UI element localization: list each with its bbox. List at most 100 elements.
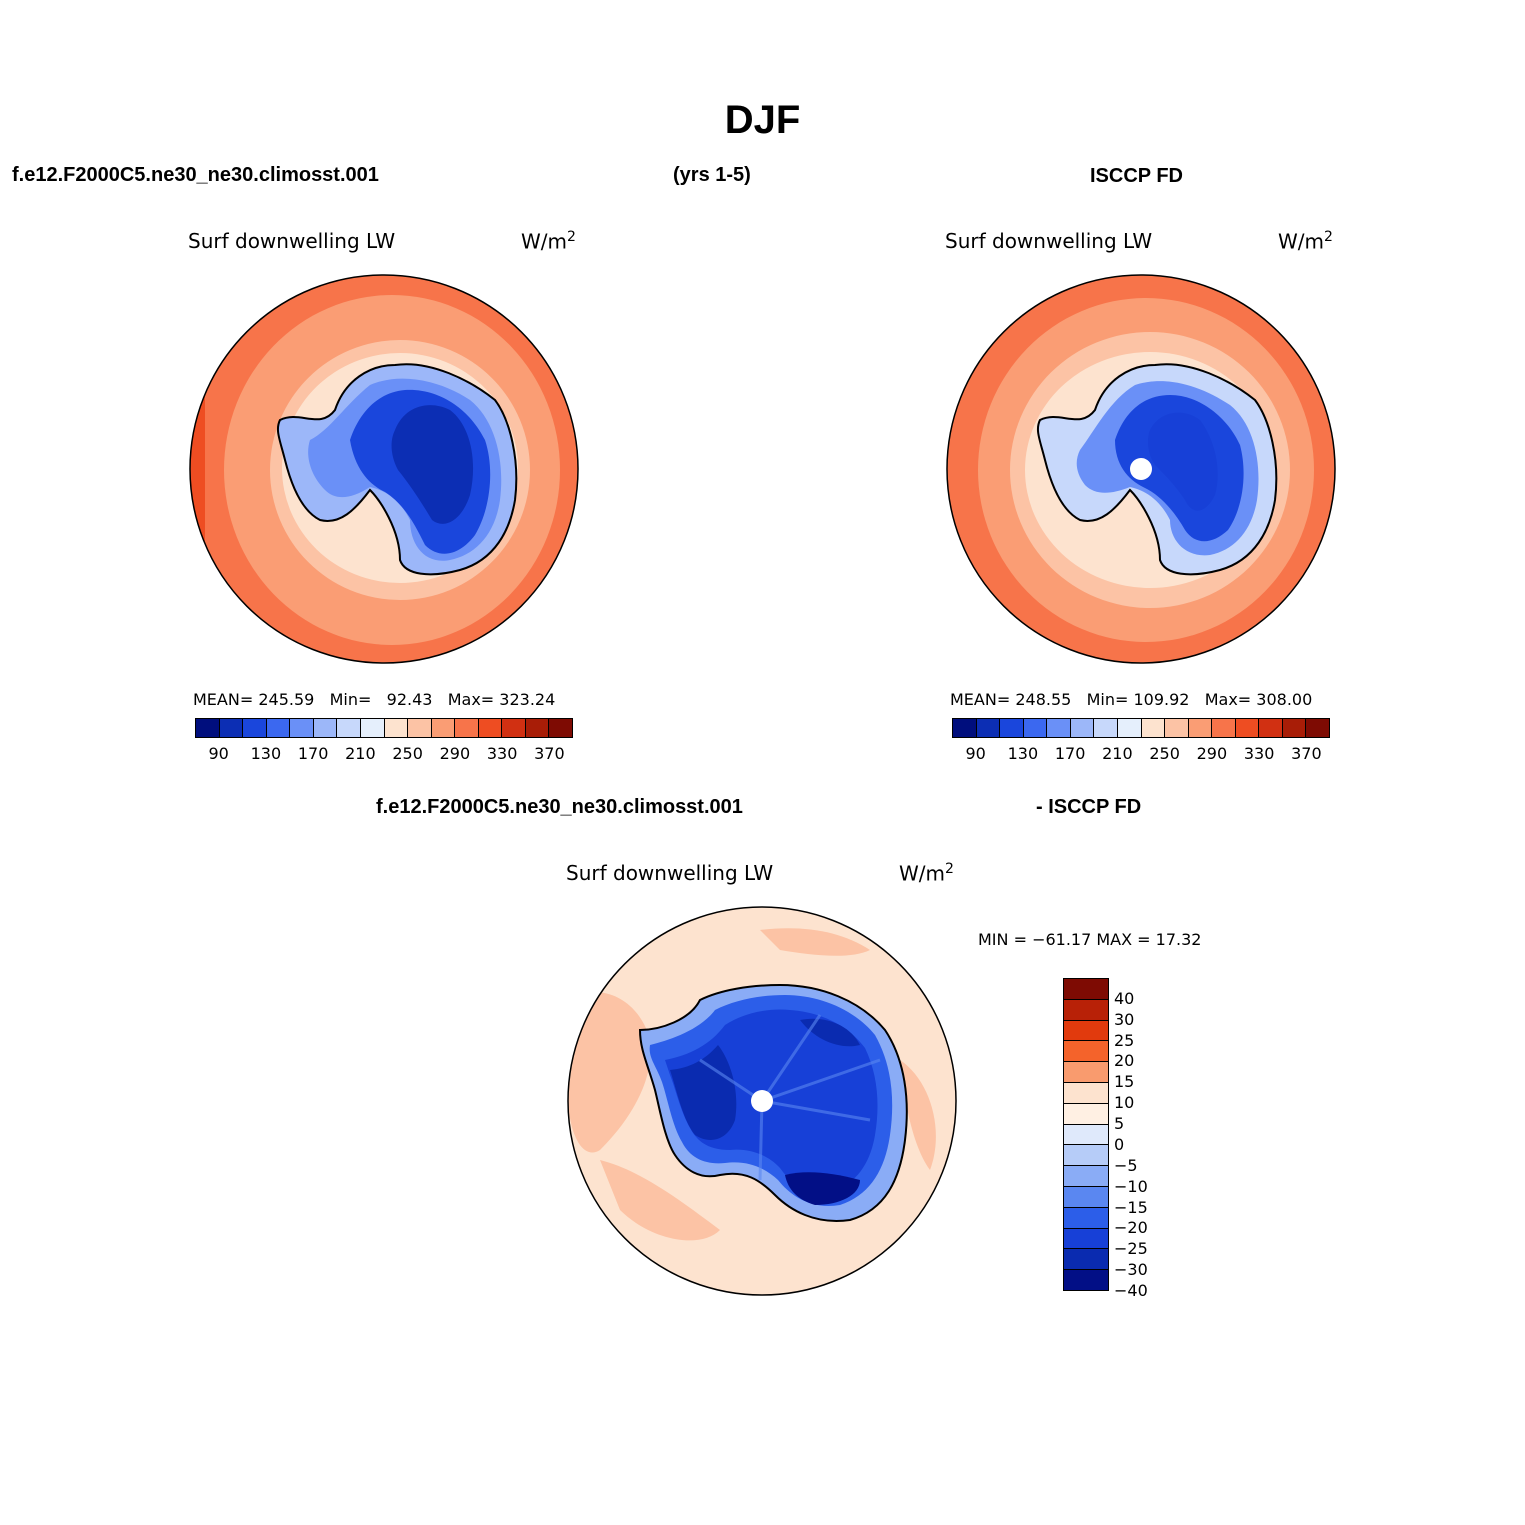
colorbar-tick-label: 10 <box>1114 1093 1135 1113</box>
model-units: W/m2 <box>521 229 576 254</box>
colorbar-tick-label: −30 <box>1114 1260 1148 1280</box>
colorbar-swatch <box>1259 719 1283 737</box>
years-header: (yrs 1-5) <box>673 164 751 186</box>
colorbar-swatch <box>1047 719 1071 737</box>
colorbar-tick-label: 170 <box>297 744 329 763</box>
diff-case-header: f.e12.F2000C5.ne30_ne30.climosst.001 <box>376 796 743 818</box>
colorbar-swatch <box>976 719 1001 737</box>
colorbar-swatch <box>1064 1270 1108 1290</box>
colorbar-swatch <box>1064 1062 1108 1083</box>
colorbar-swatch <box>337 719 361 737</box>
diff-colorbar <box>1063 978 1109 1291</box>
diff-units: W/m2 <box>899 861 954 886</box>
colorbar-tick-label: 170 <box>1054 744 1086 763</box>
obs-map-border <box>946 274 1336 664</box>
colorbar-tick-label: 210 <box>1102 744 1133 763</box>
obs-header: ISCCP FD <box>1090 165 1183 187</box>
colorbar-tick-label: −5 <box>1114 1155 1138 1175</box>
colorbar-tick-label: 130 <box>250 744 282 763</box>
colorbar-swatch <box>1165 719 1189 737</box>
colorbar-tick-label: 250 <box>392 744 423 763</box>
colorbar-swatch <box>1141 719 1166 737</box>
model-colorbar <box>195 718 573 738</box>
colorbar-swatch <box>1282 719 1307 737</box>
colorbar-swatch <box>1064 1041 1108 1063</box>
diff-minmax: MIN = −61.17 MAX = 17.32 <box>978 930 1202 949</box>
diff-pole-hole <box>751 1090 773 1112</box>
model-var-name: Surf downwelling LW <box>188 229 396 253</box>
diff-map-border <box>567 906 957 1296</box>
colorbar-tick-label: 250 <box>1149 744 1180 763</box>
colorbar-tick-label: 25 <box>1114 1030 1135 1050</box>
diff-obs-header: - ISCCP FD <box>1036 796 1142 818</box>
obs-pole-hole <box>1130 458 1152 480</box>
colorbar-swatch <box>1235 719 1260 737</box>
colorbar-swatch <box>243 719 267 737</box>
obs-coastline <box>1036 363 1278 576</box>
colorbar-swatch <box>1023 719 1048 737</box>
colorbar-swatch <box>384 719 409 737</box>
colorbar-tick-label: 90 <box>965 744 986 763</box>
colorbar-tick-label: 370 <box>1291 744 1322 763</box>
colorbar-tick-label: 370 <box>534 744 565 763</box>
colorbar-swatch <box>1064 1124 1108 1146</box>
colorbar-swatch <box>1064 1186 1108 1208</box>
colorbar-swatch <box>1070 719 1095 737</box>
colorbar-tick-label: 0 <box>1114 1134 1125 1154</box>
colorbar-swatch <box>1064 1103 1108 1125</box>
colorbar-tick-label: 330 <box>1243 744 1275 763</box>
colorbar-swatch <box>1064 999 1108 1021</box>
diff-coastline <box>638 983 908 1222</box>
obs-colorbar <box>952 718 1330 738</box>
colorbar-swatch <box>431 719 456 737</box>
colorbar-swatch <box>1188 719 1213 737</box>
colorbar-swatch <box>1064 979 1108 1000</box>
model-coastline <box>276 363 518 576</box>
diff-map <box>568 907 956 1295</box>
colorbar-tick-label: −20 <box>1114 1218 1148 1238</box>
colorbar-swatch <box>1064 1207 1108 1229</box>
colorbar-tick-label: −10 <box>1114 1176 1148 1196</box>
obs-stats: MEAN= 248.55 Min= 109.92 Max= 308.00 <box>950 690 1313 709</box>
colorbar-swatch <box>1064 1145 1108 1167</box>
colorbar-tick-label: 210 <box>345 744 376 763</box>
colorbar-swatch <box>1000 719 1024 737</box>
colorbar-swatch <box>525 719 550 737</box>
colorbar-tick-label: 130 <box>1007 744 1039 763</box>
colorbar-tick-label: 330 <box>486 744 518 763</box>
colorbar-tick-label: 15 <box>1114 1072 1135 1092</box>
colorbar-tick-label: 5 <box>1114 1114 1125 1134</box>
colorbar-swatch <box>478 719 503 737</box>
colorbar-swatch <box>1064 1166 1108 1187</box>
colorbar-swatch <box>1064 1020 1108 1042</box>
colorbar-tick-label: 290 <box>439 744 471 763</box>
colorbar-tick-label: 40 <box>1114 988 1135 1008</box>
colorbar-tick-label: 20 <box>1114 1051 1135 1071</box>
colorbar-tick-label: 290 <box>1196 744 1228 763</box>
colorbar-tick-label: −15 <box>1114 1197 1148 1217</box>
colorbar-swatch <box>455 719 479 737</box>
colorbar-swatch <box>1117 719 1142 737</box>
figure-title: DJF <box>724 98 801 142</box>
colorbar-tick-label: −40 <box>1114 1281 1148 1300</box>
colorbar-swatch <box>360 719 385 737</box>
colorbar-swatch <box>1064 1249 1108 1271</box>
model-ice-core <box>391 405 474 524</box>
model-map-border <box>189 274 579 664</box>
model-stats: MEAN= 245.59 Min= 92.43 Max= 323.24 <box>193 690 556 709</box>
colorbar-swatch <box>1094 719 1118 737</box>
obs-var-name: Surf downwelling LW <box>945 229 1153 253</box>
model-map <box>190 275 578 663</box>
colorbar-swatch <box>408 719 432 737</box>
colorbar-swatch <box>219 719 244 737</box>
diff-var-name: Surf downwelling LW <box>566 861 774 885</box>
colorbar-swatch <box>290 719 314 737</box>
colorbar-swatch <box>502 719 526 737</box>
colorbar-swatch <box>549 719 572 737</box>
colorbar-tick-label: −25 <box>1114 1239 1148 1259</box>
colorbar-swatch <box>1064 1082 1108 1104</box>
colorbar-swatch <box>266 719 291 737</box>
colorbar-swatch <box>313 719 338 737</box>
colorbar-tick-label: 30 <box>1114 1009 1135 1029</box>
